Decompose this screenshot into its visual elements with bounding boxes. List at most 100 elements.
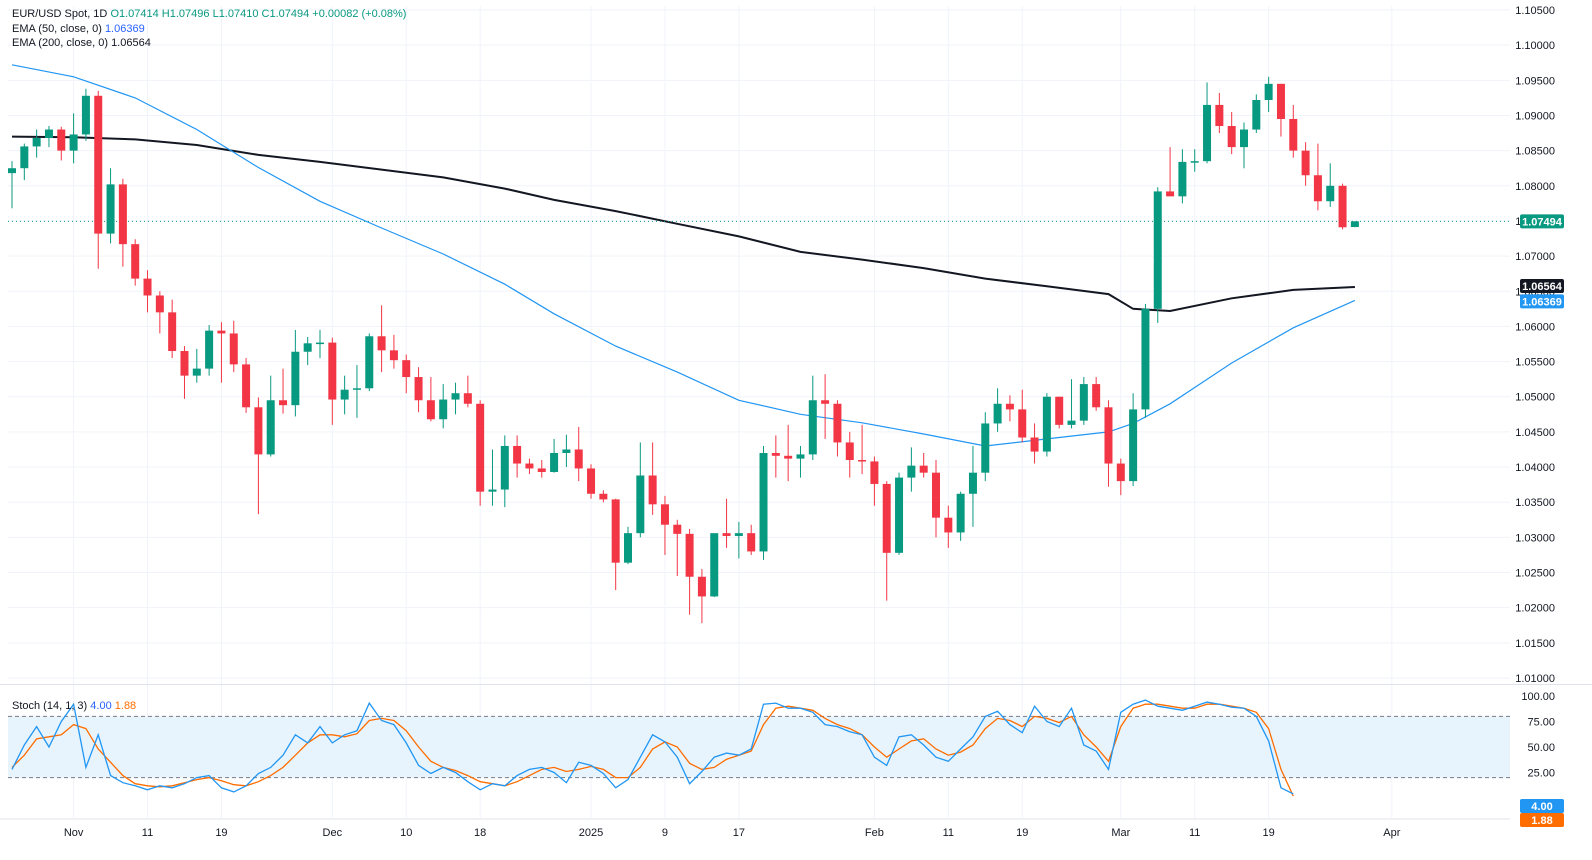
candle-body bbox=[574, 449, 583, 469]
candle-body bbox=[808, 400, 817, 455]
candle bbox=[1227, 111, 1236, 155]
candle bbox=[426, 377, 435, 422]
candle bbox=[1092, 377, 1101, 411]
candle-body bbox=[352, 388, 361, 390]
candle bbox=[537, 460, 546, 478]
legend-ema50-row[interactable]: EMA (50, close, 0) 1.06369 bbox=[12, 22, 406, 37]
candle bbox=[1264, 76, 1273, 112]
stoch-legend[interactable]: Stoch (14, 1, 3) 4.00 1.88 bbox=[12, 700, 136, 712]
candle-body bbox=[513, 445, 522, 464]
candle bbox=[660, 495, 669, 555]
candle bbox=[1203, 82, 1212, 164]
time-tick-label: 10 bbox=[400, 827, 412, 839]
ema200-line bbox=[11, 135, 1355, 313]
candle-body bbox=[1116, 463, 1125, 482]
candle bbox=[291, 329, 300, 417]
candle bbox=[69, 113, 78, 164]
candle-body bbox=[131, 244, 140, 279]
candle bbox=[476, 400, 485, 506]
candle bbox=[340, 375, 349, 415]
price-badges: 1.07494 1.06564 1.06369 4.00 1.88 bbox=[1520, 214, 1564, 827]
candle bbox=[882, 481, 891, 601]
stoch-d-badge: 1.88 bbox=[1520, 813, 1564, 827]
candle-body bbox=[1178, 161, 1187, 197]
candle bbox=[587, 464, 596, 499]
candle-body bbox=[1018, 409, 1027, 438]
candle bbox=[57, 126, 66, 161]
candle bbox=[118, 178, 127, 267]
candle bbox=[1350, 221, 1359, 228]
legend-symbol-row[interactable]: EUR/USD Spot, 1D O1.07414 H1.07496 L1.07… bbox=[12, 7, 406, 22]
candle-body bbox=[722, 533, 731, 536]
stoch-axis[interactable]: 100.00 75.00 50.00 25.00 bbox=[1521, 691, 1555, 780]
candle-body bbox=[451, 393, 460, 400]
stoch-k-badge-text: 4.00 bbox=[1531, 801, 1552, 813]
candle bbox=[168, 299, 177, 359]
time-tick-label: Feb bbox=[865, 827, 884, 839]
candle-body bbox=[710, 533, 719, 597]
price-tick-label: 1.03500 bbox=[1515, 497, 1555, 509]
ema200-badge-text: 1.06564 bbox=[1522, 281, 1563, 293]
candle-body bbox=[845, 442, 854, 461]
candle-body bbox=[796, 454, 805, 459]
candle-body bbox=[611, 499, 620, 563]
candle bbox=[1326, 163, 1335, 207]
candle-body bbox=[1129, 409, 1138, 482]
candle-body bbox=[1264, 83, 1273, 101]
candle-body bbox=[81, 95, 90, 135]
ema50-badge-bg bbox=[1520, 294, 1564, 309]
candle-body bbox=[562, 449, 571, 453]
price-tick-label: 1.07000 bbox=[1515, 251, 1555, 263]
price-tick-label: 1.09500 bbox=[1515, 75, 1555, 87]
candle-body bbox=[118, 184, 127, 245]
candle bbox=[1104, 400, 1113, 487]
legend-ema50-value: 1.06369 bbox=[104, 22, 145, 35]
candle-body bbox=[734, 533, 743, 536]
stoch-label: Stoch (14, 1, 3) bbox=[12, 700, 88, 712]
price-tick-label: 1.05000 bbox=[1515, 392, 1555, 404]
candle-body bbox=[747, 533, 756, 552]
candle-body bbox=[944, 517, 953, 533]
candle bbox=[242, 358, 251, 413]
candle bbox=[1141, 303, 1150, 418]
candle-body bbox=[1141, 308, 1150, 410]
candle-body bbox=[217, 330, 226, 334]
candle bbox=[279, 368, 288, 414]
legend-ema200-row[interactable]: EMA (200, close, 0) 1.06564 bbox=[12, 36, 406, 51]
candle bbox=[858, 424, 867, 475]
candle bbox=[192, 348, 201, 383]
time-tick-label: 2025 bbox=[579, 827, 603, 839]
time-tick-label: 11 bbox=[142, 827, 153, 839]
candle bbox=[513, 435, 522, 478]
time-tick-label: 11 bbox=[1189, 827, 1200, 839]
candle bbox=[636, 442, 645, 538]
candle-body bbox=[57, 129, 66, 151]
price-tick-label: 1.08500 bbox=[1515, 146, 1555, 158]
price-axis[interactable]: 1.10500 1.10000 1.09500 1.09000 1.08500 1.080… bbox=[1515, 5, 1555, 685]
candle bbox=[463, 375, 472, 408]
candle-body bbox=[476, 403, 485, 492]
candle bbox=[8, 161, 16, 209]
candle-body bbox=[402, 360, 411, 378]
candle-body bbox=[266, 400, 275, 455]
candle-body bbox=[1252, 100, 1261, 130]
candle bbox=[1190, 149, 1199, 172]
candle bbox=[414, 367, 423, 413]
candle bbox=[907, 447, 916, 492]
price-tick-label: 1.06000 bbox=[1515, 321, 1555, 333]
time-axis[interactable]: Nov 11 19 Dec 10 18 2025 9 17 Feb 11 19 Mar 11 19 Apr bbox=[64, 827, 1401, 839]
candle-body bbox=[143, 278, 152, 296]
candle bbox=[1252, 94, 1261, 134]
time-tick-label: Dec bbox=[323, 827, 343, 839]
candle-body bbox=[907, 465, 916, 478]
candle-body bbox=[1067, 420, 1076, 425]
candle bbox=[1116, 458, 1125, 496]
candle bbox=[328, 337, 337, 425]
candle-body bbox=[1301, 150, 1310, 176]
candle bbox=[1153, 187, 1162, 323]
time-tick-label: 19 bbox=[1016, 827, 1028, 839]
candle-body bbox=[242, 364, 251, 408]
candle bbox=[599, 490, 608, 503]
candle-body bbox=[328, 342, 337, 400]
